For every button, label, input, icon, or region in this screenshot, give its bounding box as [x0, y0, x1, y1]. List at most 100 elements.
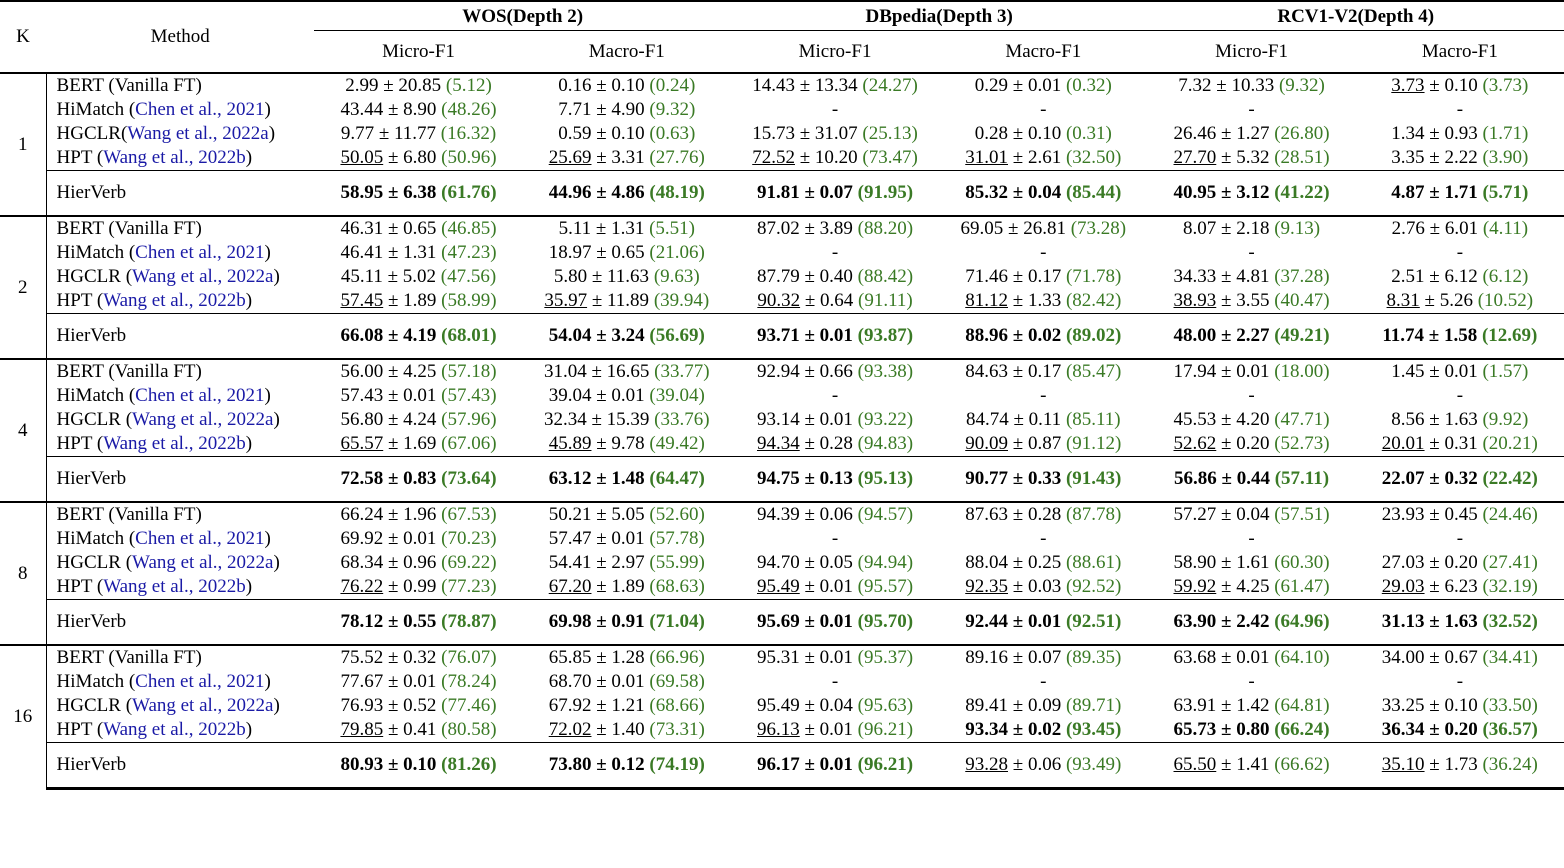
result-cell: 90.09 ± 0.87 (91.12)	[939, 432, 1147, 457]
citation-link[interactable]: Chen et al., 2021	[135, 242, 265, 263]
result-cell: 65.57 ± 1.69 (67.06)	[314, 432, 522, 457]
mean-value: 84.63	[965, 361, 1008, 382]
plus-minus-sign: ±	[1429, 695, 1440, 716]
peak-value: (92.52)	[1065, 576, 1122, 597]
plus-minus-sign: ±	[1008, 218, 1019, 239]
method-name: HiMatch (Chen et al., 2021)	[45, 241, 315, 265]
peak-value: (0.24)	[649, 75, 696, 96]
peak-value: (28.51)	[1274, 147, 1330, 168]
citation-close: )	[264, 385, 271, 406]
table-row: 8 BERT (Vanilla FT) 66.24 ± 1.96 (67.53) 50…	[0, 501, 1564, 645]
std-value: 0.01	[819, 611, 853, 632]
plus-minus-sign: ±	[387, 325, 399, 346]
peak-value: (73.28)	[1070, 218, 1127, 239]
result-cell: 32.34 ± 15.39 (33.76)	[523, 408, 731, 432]
table-body: 1 BERT (Vanilla FT) 2.99 ± 20.85 (5.12) 0.1…	[0, 72, 1564, 790]
peak-value: (74.19)	[649, 754, 705, 775]
not-available: -	[1456, 99, 1464, 120]
mean-value: 45.89	[548, 433, 592, 454]
peak-value: (16.32)	[440, 123, 497, 144]
std-value: 1.31	[403, 242, 437, 263]
result-cell: 0.28 ± 0.10 (0.31)	[939, 122, 1147, 146]
mean-value: 81.12	[965, 290, 1008, 311]
table-row: HGCLR (Wang et al., 2022a) 45.11 ± 5.02 (…	[0, 265, 1564, 289]
mean-value: 31.01	[965, 147, 1008, 168]
table-row: 2 BERT (Vanilla FT) 46.31 ± 0.65 (46.85) 5.…	[0, 215, 1564, 359]
citation-link[interactable]: Wang et al., 2022a	[132, 266, 274, 287]
std-value: 0.99	[403, 576, 437, 597]
peak-value: (9.92)	[1482, 409, 1529, 430]
mean-value: 79.85	[340, 719, 384, 740]
k-shot-value: 8	[0, 501, 47, 645]
result-cell: 80.93 ± 0.10 (81.26)	[314, 742, 523, 790]
std-value: 0.10	[1027, 123, 1062, 144]
method-label: HGCLR (	[56, 695, 133, 716]
peak-value: (77.23)	[441, 576, 497, 597]
mean-value: 88.04	[965, 552, 1008, 573]
citation-link[interactable]: Wang et al., 2022b	[103, 719, 246, 740]
result-cell: 95.69 ± 0.01 (95.70)	[730, 599, 940, 645]
citation-link[interactable]: Wang et al., 2022b	[103, 147, 246, 168]
result-cell: 85.32 ± 0.04 (85.44)	[939, 170, 1148, 216]
std-value: 15.39	[606, 409, 650, 430]
peak-value: (3.73)	[1482, 75, 1529, 96]
mean-value: 27.03	[1381, 552, 1425, 573]
citation-link[interactable]: Chen et al., 2021	[135, 385, 265, 406]
peak-value: (88.42)	[857, 266, 914, 287]
result-cell: 89.41 ± 0.09 (89.71)	[939, 694, 1147, 718]
not-available: -	[831, 671, 839, 692]
plus-minus-sign: ±	[1012, 75, 1024, 96]
mean-value: 1.45	[1391, 361, 1425, 382]
std-value: 1.27	[1236, 123, 1270, 144]
mean-value: 80.93	[340, 754, 384, 775]
plus-minus-sign: ±	[378, 123, 390, 144]
std-value: 0.01	[403, 528, 437, 549]
std-value: 4.25	[403, 361, 437, 382]
std-value: 0.07	[819, 182, 853, 203]
peak-value: (20.21)	[1482, 433, 1538, 454]
result-cell: 87.63 ± 0.28 (87.78)	[939, 501, 1148, 527]
plus-minus-sign: ±	[596, 719, 607, 740]
peak-value: (33.76)	[654, 409, 710, 430]
peak-value: (76.07)	[441, 647, 497, 668]
citation-link[interactable]: Chen et al., 2021	[135, 528, 265, 549]
citation-link[interactable]: Chen et al., 2021	[135, 671, 265, 692]
std-value: 1.42	[1236, 695, 1270, 716]
peak-value: (12.69)	[1481, 325, 1538, 346]
result-cell: 26.46 ± 1.27 (26.80)	[1147, 122, 1355, 146]
method-name: HGCLR (Wang et al., 2022a)	[45, 265, 315, 289]
k-shot-value: 4	[0, 358, 47, 502]
citation-link[interactable]: Wang et al., 2022a	[127, 123, 269, 144]
std-value: 6.01	[1444, 218, 1479, 239]
std-value: 0.01	[819, 647, 853, 668]
plus-minus-sign: ±	[1429, 576, 1440, 597]
result-cell: -	[939, 98, 1147, 122]
plus-minus-sign: ±	[387, 504, 399, 525]
std-value: 3.12	[1236, 182, 1270, 203]
method-name: BERT (Vanilla FT)	[45, 501, 315, 527]
header-metric: Macro-F1	[1005, 41, 1082, 62]
citation-link[interactable]: Wang et al., 2022a	[132, 409, 274, 430]
peak-value: (60.30)	[1274, 552, 1330, 573]
not-available: -	[1040, 385, 1047, 406]
peak-value: (9.32)	[1278, 75, 1325, 96]
peak-value: (49.21)	[1274, 325, 1330, 346]
plus-minus-sign: ±	[596, 123, 607, 144]
mean-value: 85.32	[965, 182, 1008, 203]
citation-link[interactable]: Wang et al., 2022b	[103, 433, 246, 454]
table-row: HGCLR(Wang et al., 2022a) 9.77 ± 11.77 (1…	[0, 122, 1564, 146]
citation-link[interactable]: Wang et al., 2022a	[132, 695, 274, 716]
peak-value: (81.26)	[441, 754, 497, 775]
method-label: HPT (	[56, 719, 104, 740]
plus-minus-sign: ±	[1221, 754, 1232, 775]
mean-value: 71.46	[965, 266, 1008, 287]
citation-link[interactable]: Wang et al., 2022a	[132, 552, 274, 573]
method-name: HierVerb	[45, 456, 315, 502]
result-cell: 91.81 ± 0.07 (91.95)	[730, 170, 940, 216]
plus-minus-sign: ±	[1012, 695, 1024, 716]
citation-link[interactable]: Wang et al., 2022b	[103, 576, 246, 597]
citation-link[interactable]: Wang et al., 2022b	[103, 290, 246, 311]
citation-link[interactable]: Chen et al., 2021	[135, 99, 265, 120]
peak-value: (58.99)	[441, 290, 497, 311]
mean-value: 0.29	[974, 75, 1008, 96]
